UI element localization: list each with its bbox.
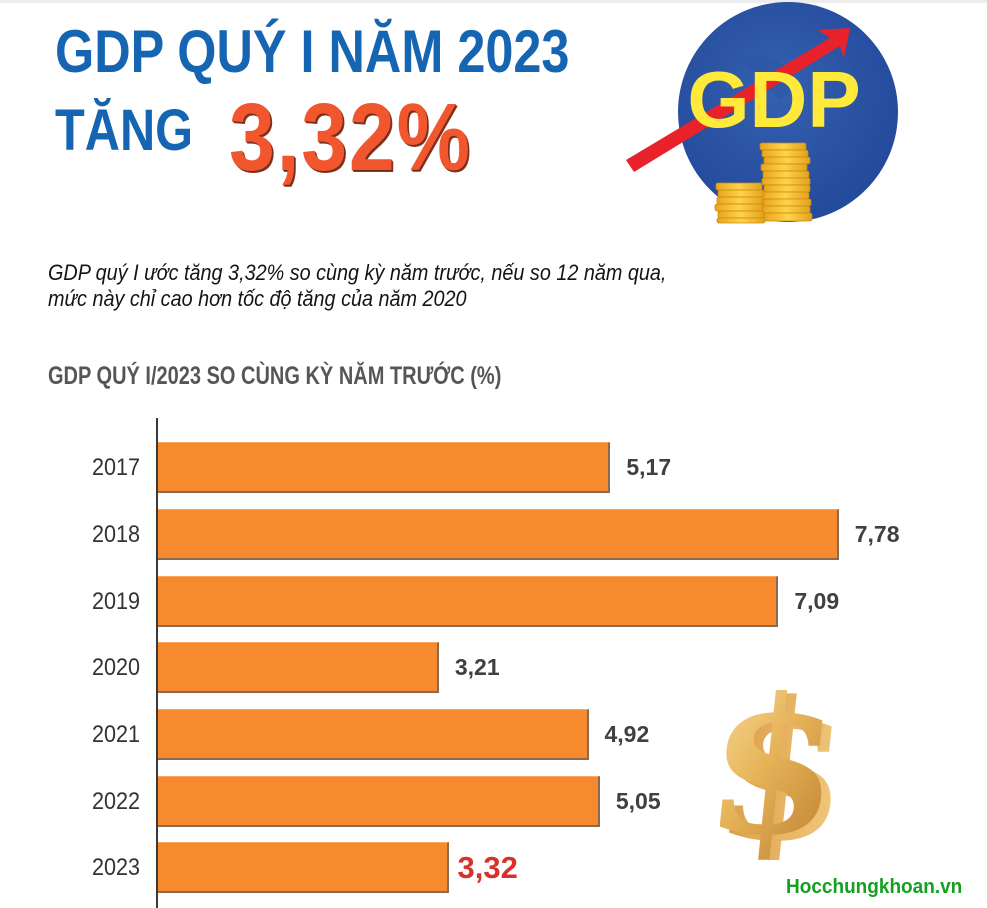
y-axis-line (156, 418, 158, 908)
value-label: 7,09 (794, 588, 840, 614)
value-label: 5,17 (626, 454, 672, 480)
top-rule (0, 0, 987, 3)
bar (158, 642, 439, 693)
headline-title: GDP QUÝ I NĂM 2023 (55, 18, 570, 85)
category-label: 2018 (91, 520, 140, 548)
bar (158, 576, 779, 627)
category-label: 2022 (91, 787, 140, 815)
logo-gdp-text: GDP (687, 55, 860, 144)
gdp-globe-arrow-coins-icon: GDP (626, 2, 898, 224)
summary-line-1: GDP quý I ước tăng 3,32% so cùng kỳ năm … (48, 260, 667, 285)
category-label: 2019 (91, 587, 140, 615)
bar (158, 709, 589, 760)
headline-growth-value: 3,32% (229, 84, 472, 191)
value-label-highlight: 3,32 (457, 849, 518, 885)
category-label: 2017 (91, 453, 140, 481)
value-label: 4,92 (604, 721, 650, 747)
bar-row: 2018 7,78 (0, 509, 987, 560)
bar-row: 2017 5,17 (0, 442, 987, 493)
svg-text:$: $ (720, 690, 845, 860)
watermark: Hocchungkhoan.vn (786, 876, 963, 898)
chart-title: GDP QUÝ I/2023 SO CÙNG KỲ NĂM TRƯỚC (%) (48, 362, 502, 390)
svg-text:$: $ (720, 690, 845, 860)
gold-dollar-sign-icon: $ $ (720, 690, 845, 860)
bar (158, 842, 449, 893)
summary-line-2: mức này chỉ cao hơn tốc độ tăng của năm … (48, 286, 467, 311)
category-label: 2021 (91, 720, 140, 748)
bar-row: 2020 3,21 (0, 642, 987, 693)
value-label: 3,21 (454, 654, 500, 680)
headline-increase-label: TĂNG (55, 98, 194, 163)
summary-text: GDP quý I ước tăng 3,32% so cùng kỳ năm … (48, 260, 768, 312)
category-label: 2023 (91, 853, 140, 881)
value-label: 5,05 (615, 788, 661, 814)
bar (158, 442, 611, 493)
bar (158, 776, 600, 827)
category-label: 2020 (91, 653, 140, 681)
bar (158, 509, 839, 560)
value-label: 7,78 (854, 521, 900, 547)
bar-row: 2019 7,09 (0, 576, 987, 627)
